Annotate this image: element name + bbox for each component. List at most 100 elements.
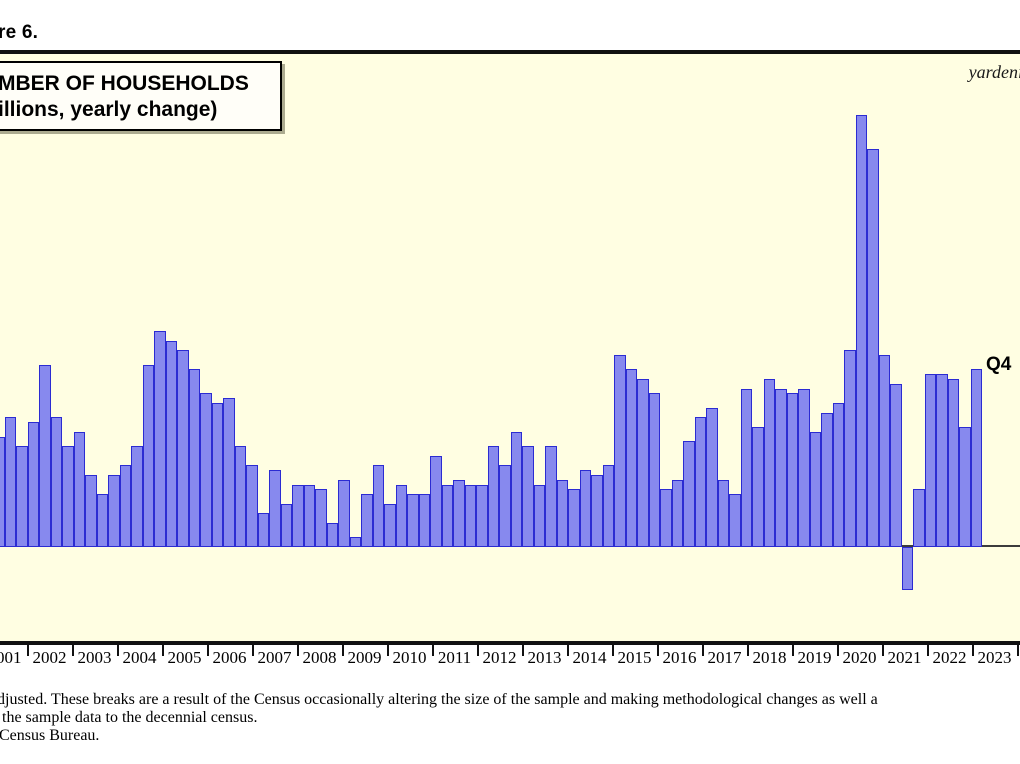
- x-axis-year-label: 2002: [32, 648, 67, 667]
- bar: [96, 494, 108, 547]
- bar: [165, 340, 177, 547]
- x-axis-tick: [702, 645, 704, 656]
- x-axis-tick: [882, 645, 884, 656]
- bar: [936, 374, 948, 547]
- x-axis-tick: [342, 645, 344, 656]
- bar: [349, 537, 361, 547]
- bar: [890, 383, 902, 547]
- bar: [441, 484, 453, 547]
- bar: [545, 446, 557, 547]
- bar: [372, 465, 384, 547]
- x-axis-year-label: 2011: [437, 648, 472, 667]
- bar: [740, 388, 752, 547]
- x-axis-year-label: 2017: [707, 648, 742, 667]
- bar: [591, 475, 603, 547]
- x-axis-tick: [837, 645, 839, 656]
- bar: [798, 388, 810, 547]
- bar: [0, 436, 5, 547]
- bar: [959, 427, 971, 547]
- bar: [453, 479, 465, 547]
- bar: [809, 431, 821, 547]
- bar: [27, 422, 39, 547]
- x-axis-year-label: 2018: [752, 648, 787, 667]
- bar: [154, 331, 166, 547]
- bar: [361, 494, 373, 547]
- bar: [855, 115, 867, 547]
- chart-title-box: MBER OF HOUSEHOLDS illions, yearly chang…: [0, 61, 282, 131]
- x-axis-year-label: 2016: [662, 648, 697, 667]
- x-axis-tick: [297, 645, 299, 656]
- x-axis-tick: [72, 645, 74, 656]
- bar: [50, 417, 62, 547]
- chart-title: MBER OF HOUSEHOLDS: [0, 72, 249, 95]
- x-axis-year-label: 2013: [527, 648, 562, 667]
- bar: [683, 441, 695, 547]
- bar: [522, 446, 534, 547]
- x-axis-year-label: 2021: [887, 648, 922, 667]
- x-axis-year-label: 2009: [347, 648, 382, 667]
- bar: [326, 523, 338, 547]
- bar: [269, 470, 281, 547]
- bar: [660, 489, 672, 547]
- bar: [706, 407, 718, 547]
- bar: [395, 484, 407, 547]
- x-axis-tick: [27, 645, 29, 656]
- bar: [476, 484, 488, 547]
- x-axis-tick: [792, 645, 794, 656]
- bar: [39, 364, 51, 547]
- bar: [533, 484, 545, 547]
- bar: [694, 417, 706, 547]
- bar: [637, 379, 649, 547]
- x-axis-tick: [207, 645, 209, 656]
- bar: [4, 417, 16, 547]
- bar: [671, 479, 683, 547]
- plot-area: MBER OF HOUSEHOLDS illions, yearly chang…: [0, 54, 1020, 641]
- x-axis-year-label: 2012: [482, 648, 517, 667]
- bar: [970, 369, 982, 547]
- x-axis-tick: [252, 645, 254, 656]
- x-axis-year-label: 2001: [0, 648, 22, 667]
- footnote-line-2: the sample data to the decennial census.: [2, 709, 258, 726]
- bar: [430, 455, 442, 547]
- x-axis-year-label: 2008: [302, 648, 337, 667]
- bar: [729, 494, 741, 547]
- brand-watermark: yardeni: [968, 62, 1020, 82]
- bar: [108, 475, 120, 547]
- x-axis-year-label: 2014: [572, 648, 607, 667]
- bar: [648, 393, 660, 547]
- bar: [16, 446, 28, 547]
- bar: [142, 364, 154, 547]
- bar: [188, 369, 200, 547]
- bar: [315, 489, 327, 547]
- bar: [223, 398, 235, 547]
- bar: [384, 503, 396, 547]
- x-axis-year-label: 2010: [392, 648, 427, 667]
- x-axis-tick: [117, 645, 119, 656]
- figure-number-label: re 6.: [0, 22, 39, 43]
- bar: [407, 494, 419, 547]
- last-bar-annotation: Q4: [986, 354, 1012, 375]
- x-axis-year-label: 2005: [167, 648, 202, 667]
- x-axis-tick: [747, 645, 749, 656]
- bar: [303, 484, 315, 547]
- bar: [602, 465, 614, 547]
- x-axis-year-label: 2023: [977, 648, 1012, 667]
- bar: [73, 431, 85, 547]
- bar: [234, 446, 246, 547]
- x-axis-tick: [522, 645, 524, 656]
- x-axis-year-label: 2006: [212, 648, 247, 667]
- bar: [487, 446, 499, 547]
- bar: [786, 393, 798, 547]
- bar: [211, 403, 223, 547]
- bar: [752, 427, 764, 547]
- bar: [280, 503, 292, 547]
- bar: [257, 513, 269, 547]
- chart-subtitle: illions, yearly change): [0, 98, 218, 121]
- bar: [568, 489, 580, 547]
- x-axis-tick: [162, 645, 164, 656]
- x-axis-year-label: 2004: [122, 648, 157, 667]
- x-axis-year-label: 2020: [842, 648, 877, 667]
- bar: [947, 379, 959, 547]
- bar: [85, 475, 97, 547]
